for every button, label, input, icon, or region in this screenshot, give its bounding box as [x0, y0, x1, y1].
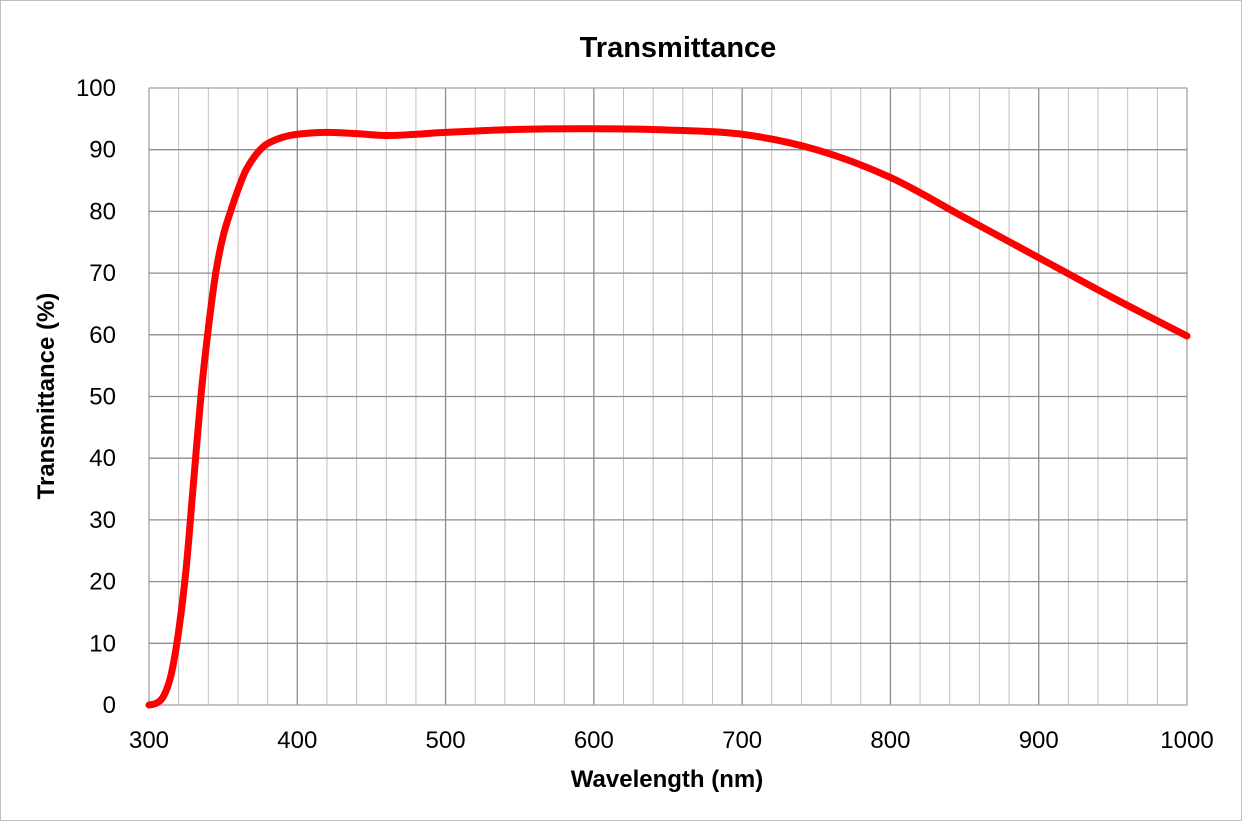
- major-gridlines: [148, 87, 1188, 706]
- x-tick-label: 700: [722, 727, 762, 754]
- y-tick-label: 80: [89, 198, 116, 225]
- y-axis-title: Transmittance (%): [33, 293, 60, 500]
- y-tick-label: 70: [89, 260, 116, 287]
- x-axis-title: Wavelength (nm): [571, 766, 763, 793]
- x-tick-label: 300: [129, 727, 169, 754]
- y-tick-label: 0: [103, 692, 116, 719]
- y-tick-label: 50: [89, 384, 116, 411]
- x-tick-label: 400: [277, 727, 317, 754]
- y-tick-label: 30: [89, 507, 116, 534]
- y-tick-labels: 0 10 20 30 40 50 60 70 80 90 100: [76, 75, 116, 719]
- x-tick-label: 500: [426, 727, 466, 754]
- transmittance-series-line: [145, 125, 1191, 709]
- x-tick-label: 600: [574, 727, 614, 754]
- x-tick-labels: 300 400 500 600 700 800 900 1000: [129, 727, 1214, 754]
- y-tick-label: 40: [89, 445, 116, 472]
- y-tick-label: 60: [89, 322, 116, 349]
- series-layer: [145, 125, 1191, 709]
- y-tick-label: 90: [89, 137, 116, 164]
- y-tick-label: 100: [76, 75, 116, 102]
- plot-area-border: [148, 87, 1188, 706]
- x-tick-label: 1000: [1160, 727, 1213, 754]
- chart-title: Transmittance: [580, 32, 777, 64]
- x-tick-label: 800: [870, 727, 910, 754]
- y-tick-label: 20: [89, 569, 116, 596]
- y-tick-label: 10: [89, 630, 116, 657]
- x-tick-label: 900: [1019, 727, 1059, 754]
